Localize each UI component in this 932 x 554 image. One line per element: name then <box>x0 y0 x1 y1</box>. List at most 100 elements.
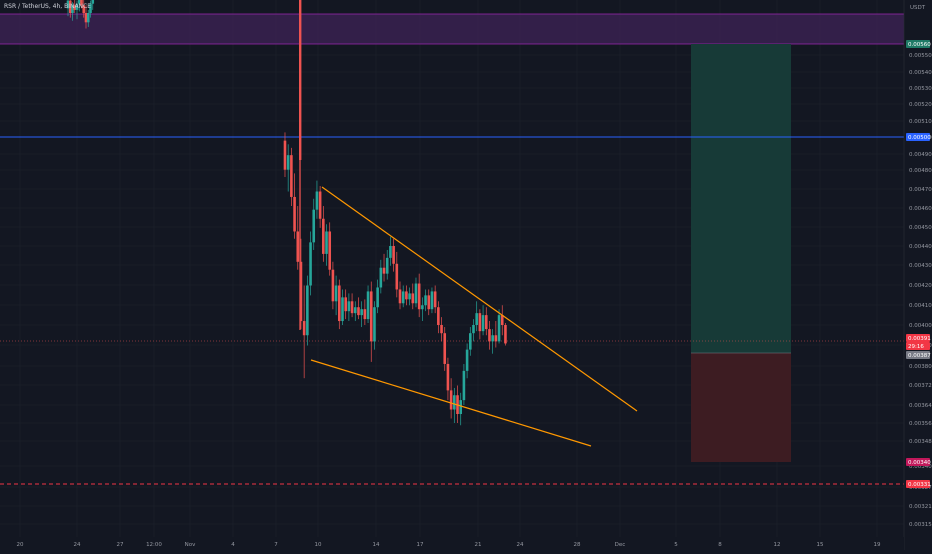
x-tick-label: 8 <box>718 542 722 548</box>
candle-body <box>347 301 351 312</box>
x-tick-label: 12:00 <box>146 542 162 548</box>
candle-body <box>488 329 491 342</box>
candle-body <box>392 246 395 264</box>
x-tick-label: 19 <box>874 542 881 548</box>
candle-body <box>491 335 494 342</box>
x-tick-label: 14 <box>373 542 380 548</box>
candle-body <box>481 315 485 332</box>
zones <box>0 13 904 462</box>
candle-body <box>395 263 399 290</box>
candle-body <box>369 291 373 342</box>
candle-body <box>427 295 431 310</box>
y-tick-label: 0.00490 <box>909 152 932 158</box>
x-tick-label: 24 <box>517 542 524 548</box>
x-tick-label: 7 <box>274 542 278 548</box>
candle-body <box>430 291 434 310</box>
price-badge-countdown <box>906 342 930 350</box>
price-badge-text: 0.00500 <box>908 135 931 141</box>
x-tick-label: 27 <box>117 542 124 548</box>
candle-body <box>75 3 79 10</box>
y-tick-label: 0.00460 <box>909 206 932 212</box>
price-badge-text: 0.00560 <box>908 42 931 48</box>
x-tick-label: Nov <box>185 542 196 548</box>
candle-body <box>497 315 501 342</box>
x-tick-label: 20 <box>17 542 24 548</box>
candle-body <box>86 13 90 23</box>
candle-body <box>376 287 379 308</box>
x-tick-label: 5 <box>674 542 678 548</box>
candle-body <box>293 196 296 232</box>
candle-body <box>341 297 344 322</box>
candle-body <box>77 0 81 4</box>
candle-body <box>389 246 392 258</box>
candle-body <box>360 309 363 316</box>
y-tick-label: 0.00430 <box>909 263 932 269</box>
candle-body <box>325 231 328 254</box>
candle-body <box>283 140 287 170</box>
price-badge-dashed <box>906 480 930 488</box>
candle-body <box>398 289 402 304</box>
candle-body <box>437 307 440 325</box>
y-tick-label: 0.00530 <box>909 86 932 92</box>
candle-body <box>84 13 88 23</box>
candle-body <box>411 293 415 304</box>
candle-body <box>465 349 469 371</box>
candle-body <box>408 293 411 300</box>
trendlines <box>310 186 638 447</box>
candle-body <box>401 291 405 304</box>
y-tick-label: 0.00510 <box>909 119 932 125</box>
candle-body <box>66 0 70 9</box>
y-tick-label: 0.00440 <box>909 244 932 250</box>
time-axis[interactable] <box>0 537 904 550</box>
candle-body <box>504 325 507 344</box>
y-tick-label: 0.00315 <box>909 522 932 528</box>
candle-body <box>449 390 453 410</box>
upper-trendline <box>321 186 638 412</box>
long-position-target-zone <box>691 44 791 353</box>
y-tick-label: 0.00420 <box>909 283 932 289</box>
price-badge-blue <box>906 133 930 141</box>
y-tick-label: 0.00400 <box>909 323 932 329</box>
candle-body <box>373 307 376 342</box>
candle-body <box>440 325 443 334</box>
candle-body <box>382 267 386 274</box>
candle-body <box>475 313 478 325</box>
time-scale-ticks: 20 24 27 12:00 Nov 4 7 10 14 17 21 24 28 Dec 5 8 12 15 19 <box>17 542 881 548</box>
candle-body <box>366 291 370 320</box>
candle-body <box>414 283 418 304</box>
candle-body <box>500 315 504 325</box>
candle-body <box>424 295 427 306</box>
lower-trendline <box>310 359 592 447</box>
y-tick-label: 0.00340 <box>909 464 932 470</box>
candle-body <box>379 267 383 288</box>
resistance-zone <box>0 14 904 44</box>
candle-body <box>299 261 303 322</box>
y-tick-label: 0.00520 <box>909 102 932 108</box>
y-tick-label: 0.00364 <box>909 403 932 409</box>
y-tick-label: 0.00348 <box>909 439 932 445</box>
candle-body <box>290 155 293 197</box>
candle-body <box>296 231 300 262</box>
symbol-title: RSR / TetherUS, 4h, BINANCE <box>4 3 92 10</box>
candle-body <box>334 285 338 302</box>
price-badge-grey <box>906 351 930 359</box>
candle-body <box>433 291 437 308</box>
y-tick-label: 0.00470 <box>909 187 932 193</box>
candle-body <box>468 333 472 350</box>
price-badge-stop <box>906 458 930 466</box>
y-tick-label: 0.00450 <box>909 225 932 231</box>
y-tick-label: 0.00550 <box>909 53 932 59</box>
candle-body <box>302 321 306 336</box>
price-badge-text: 0.00340 <box>908 460 931 466</box>
x-tick-label: 28 <box>574 542 581 548</box>
candle-body <box>80 0 83 6</box>
candle-body <box>315 191 319 210</box>
candle-body <box>71 5 74 13</box>
candle-body <box>312 209 316 243</box>
candle-body <box>421 305 424 310</box>
candle-body <box>357 307 360 316</box>
candle-body <box>472 325 475 334</box>
x-tick-label: Dec <box>615 542 626 548</box>
